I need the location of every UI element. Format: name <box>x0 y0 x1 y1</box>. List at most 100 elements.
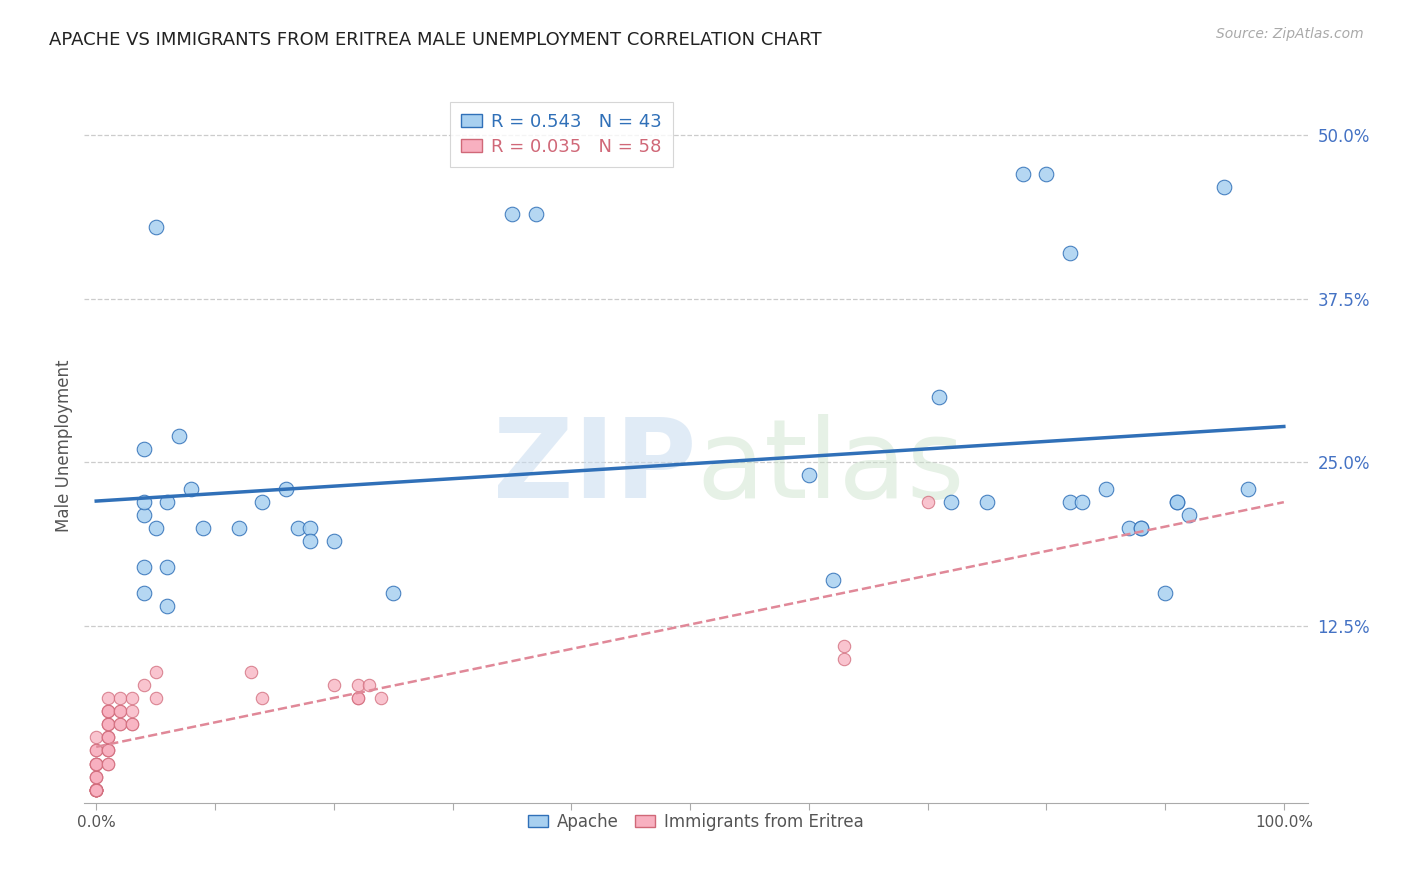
Point <box>84 782 107 797</box>
Point <box>121 704 143 718</box>
Point <box>370 691 392 706</box>
Text: ZIP: ZIP <box>492 414 696 521</box>
Point <box>156 599 179 614</box>
Point <box>941 494 963 508</box>
Point <box>84 782 107 797</box>
Point <box>252 494 274 508</box>
Text: atlas: atlas <box>696 414 965 521</box>
Point <box>84 782 107 797</box>
Point <box>97 704 120 718</box>
Point <box>132 442 155 457</box>
Point <box>1059 494 1081 508</box>
Point <box>84 743 107 757</box>
Point <box>97 756 120 771</box>
Point <box>276 482 298 496</box>
Point <box>346 691 368 706</box>
Y-axis label: Male Unemployment: Male Unemployment <box>55 359 73 533</box>
Point <box>1130 521 1153 535</box>
Point <box>180 482 202 496</box>
Point <box>84 743 107 757</box>
Point <box>97 731 120 745</box>
Point <box>1071 494 1094 508</box>
Point <box>145 219 167 234</box>
Point <box>84 782 107 797</box>
Text: Source: ZipAtlas.com: Source: ZipAtlas.com <box>1216 27 1364 41</box>
Point <box>97 717 120 731</box>
Point <box>976 494 998 508</box>
Point <box>1237 482 1260 496</box>
Point <box>1178 508 1201 522</box>
Point <box>524 206 547 220</box>
Legend: Apache, Immigrants from Eritrea: Apache, Immigrants from Eritrea <box>522 806 870 838</box>
Point <box>121 717 143 731</box>
Point <box>298 521 321 535</box>
Point <box>97 756 120 771</box>
Point <box>97 717 120 731</box>
Point <box>834 639 856 653</box>
Point <box>97 691 120 706</box>
Point <box>145 691 167 706</box>
Point <box>287 521 309 535</box>
Point <box>1130 521 1153 535</box>
Point <box>169 429 191 443</box>
Point <box>382 586 405 600</box>
Point <box>1166 494 1188 508</box>
Point <box>84 782 107 797</box>
Point <box>1166 494 1188 508</box>
Point <box>84 782 107 797</box>
Point <box>346 678 368 692</box>
Point <box>108 704 131 718</box>
Point <box>84 782 107 797</box>
Point <box>97 704 120 718</box>
Point <box>84 756 107 771</box>
Point <box>834 652 856 666</box>
Point <box>84 782 107 797</box>
Point <box>252 691 274 706</box>
Point <box>84 770 107 784</box>
Point <box>132 586 155 600</box>
Point <box>132 678 155 692</box>
Point <box>84 770 107 784</box>
Point <box>1118 521 1140 535</box>
Point <box>501 206 523 220</box>
Point <box>156 560 179 574</box>
Point <box>84 756 107 771</box>
Point <box>97 743 120 757</box>
Point <box>84 756 107 771</box>
Point <box>346 691 368 706</box>
Point <box>145 521 167 535</box>
Point <box>121 717 143 731</box>
Point <box>97 743 120 757</box>
Point <box>1154 586 1177 600</box>
Point <box>97 704 120 718</box>
Point <box>1213 180 1236 194</box>
Point <box>298 533 321 548</box>
Point <box>84 782 107 797</box>
Point <box>97 731 120 745</box>
Point <box>1035 167 1057 181</box>
Point <box>359 678 381 692</box>
Point <box>84 770 107 784</box>
Point <box>1094 482 1116 496</box>
Point <box>322 678 344 692</box>
Point <box>239 665 262 679</box>
Point <box>928 390 950 404</box>
Point <box>121 691 143 706</box>
Point <box>108 717 131 731</box>
Point <box>1011 167 1033 181</box>
Point <box>1059 245 1081 260</box>
Point <box>797 468 820 483</box>
Point <box>132 494 155 508</box>
Point <box>97 743 120 757</box>
Point <box>322 533 344 548</box>
Point <box>108 704 131 718</box>
Point <box>97 731 120 745</box>
Point <box>108 717 131 731</box>
Point <box>84 782 107 797</box>
Point <box>97 717 120 731</box>
Point <box>145 665 167 679</box>
Point <box>132 560 155 574</box>
Point <box>191 521 214 535</box>
Point <box>108 691 131 706</box>
Point <box>917 494 939 508</box>
